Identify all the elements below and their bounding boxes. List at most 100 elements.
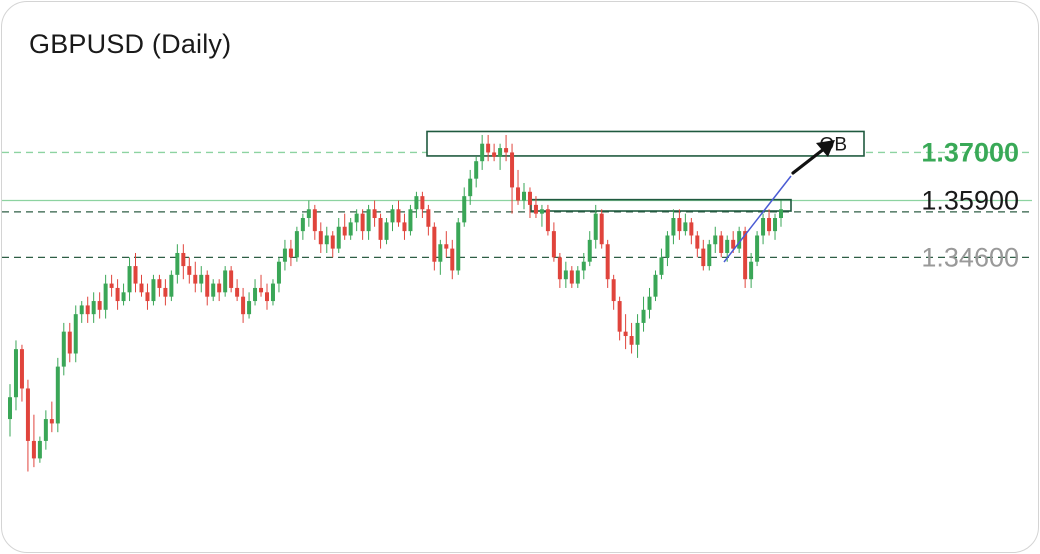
candle-body — [205, 274, 210, 297]
candle-body — [432, 226, 437, 262]
candle-body — [617, 301, 622, 332]
candle-body — [504, 148, 509, 153]
candle-body — [306, 209, 311, 219]
candle-body — [533, 204, 538, 214]
candle-body — [229, 270, 234, 288]
candle-body — [366, 209, 371, 232]
candle-body — [115, 287, 120, 302]
candle-body — [360, 213, 365, 232]
candle-body — [37, 440, 42, 459]
candle-body — [450, 248, 455, 271]
candle-body — [109, 283, 114, 288]
candle-body — [157, 279, 162, 288]
candle-body — [731, 239, 736, 249]
candle-body — [599, 213, 604, 245]
candle-body — [462, 196, 467, 223]
candle-body — [761, 218, 766, 236]
candle-body — [779, 209, 783, 219]
resistance-box — [530, 198, 792, 212]
candle-body — [378, 218, 383, 240]
candle-body — [545, 209, 550, 232]
annotation-overlays — [723, 140, 835, 263]
candle-body — [276, 261, 281, 284]
candle-body — [253, 287, 258, 302]
candle-body — [605, 244, 610, 280]
candle-body — [653, 274, 658, 297]
annotation-boxes: OB — [426, 130, 865, 212]
candle-body — [539, 209, 544, 214]
candle-body — [288, 248, 293, 258]
candle-body — [103, 283, 108, 310]
candle-body — [73, 314, 78, 354]
level-label-1: 1.35900 — [921, 186, 1019, 216]
candle-body — [127, 266, 132, 293]
candle-body — [468, 178, 473, 197]
candle-body — [324, 235, 329, 245]
candle-body — [336, 226, 341, 249]
candle-body — [354, 213, 359, 223]
candle-body — [13, 349, 18, 398]
candle-body — [97, 301, 102, 310]
candle-body — [67, 331, 72, 354]
candle-body — [444, 244, 449, 249]
candle-body — [175, 252, 180, 275]
candle-body — [587, 239, 592, 262]
candle-body — [635, 322, 640, 345]
candle-body — [611, 279, 616, 302]
candle-body — [677, 218, 682, 232]
candle-body — [641, 309, 646, 323]
candle-body — [163, 287, 168, 297]
candle-body — [31, 440, 36, 459]
candle-body — [79, 305, 84, 315]
candle-body — [235, 287, 240, 297]
candle-body — [223, 270, 228, 293]
candle-body — [294, 231, 299, 258]
candle-body — [265, 292, 269, 302]
candle-body — [492, 152, 497, 157]
trendline — [723, 175, 792, 263]
candle-body — [719, 235, 724, 253]
candle-body — [384, 222, 389, 240]
candle-body — [408, 209, 413, 232]
candle-body — [420, 196, 425, 210]
candle-body — [623, 331, 628, 337]
candle-body — [516, 187, 521, 201]
candle-body — [557, 257, 562, 280]
candle-body — [247, 301, 252, 315]
chart-title: GBPUSD (Daily) — [29, 29, 232, 59]
candle-body — [474, 161, 479, 179]
candle-body — [510, 152, 515, 188]
candle-body — [259, 287, 264, 293]
candle-body — [55, 366, 60, 424]
level-labels: 1.37000 1.35900 1.34600 — [921, 137, 1019, 272]
candle-body — [241, 296, 246, 315]
candle-body — [737, 231, 742, 249]
candle-body — [426, 209, 431, 227]
candle-body — [330, 235, 335, 249]
candle-body — [563, 270, 568, 280]
candle-body — [187, 266, 192, 275]
candle-body — [755, 235, 760, 262]
candle-body — [671, 218, 676, 236]
candle-body — [181, 252, 186, 267]
order-block-box — [426, 130, 865, 157]
candle-body — [8, 397, 12, 420]
candle-body — [193, 274, 198, 284]
candle-body — [522, 191, 526, 201]
candle-body — [151, 279, 156, 302]
candle-body — [91, 301, 96, 315]
candle-body — [551, 231, 556, 258]
candle-body — [414, 196, 419, 210]
candle-body — [701, 248, 706, 267]
candle-body — [689, 222, 694, 236]
candle-body — [49, 419, 54, 424]
candle-body — [438, 244, 443, 262]
candle-body — [348, 222, 353, 236]
candle-body — [683, 222, 688, 232]
candle-body — [25, 388, 30, 441]
candle-body — [133, 266, 138, 284]
candle-body — [217, 283, 222, 293]
candle-body — [390, 209, 395, 223]
level-label-0: 1.37000 — [921, 137, 1019, 167]
